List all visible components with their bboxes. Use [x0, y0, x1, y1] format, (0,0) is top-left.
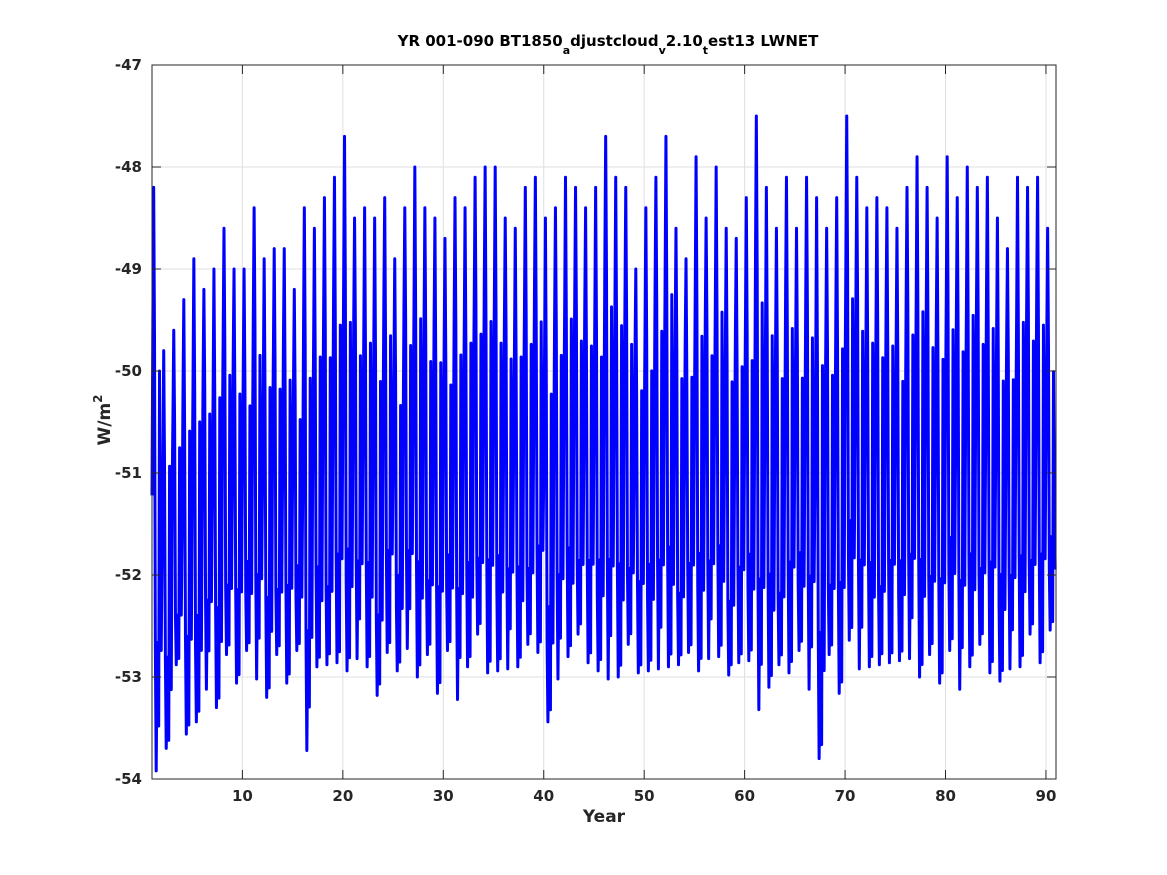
y-tick-label: -54 [115, 770, 142, 788]
x-tick-label: 10 [232, 787, 253, 805]
x-tick-label: 30 [433, 787, 454, 805]
x-axis-label: Year [582, 807, 626, 827]
x-tick-label: 90 [1036, 787, 1057, 805]
x-tick-labels: 10 20 30 40 50 60 70 80 90 [232, 787, 1056, 805]
y-tick-label: -49 [115, 260, 142, 278]
y-tick-label: -52 [115, 566, 142, 584]
y-tick-labels: -54 -53 -52 -51 -50 -49 -48 -47 [115, 56, 142, 788]
x-tick-label: 50 [634, 787, 655, 805]
x-tick-label: 70 [835, 787, 856, 805]
y-tick-label: -47 [115, 56, 142, 74]
chart-title: YR 001-090 BT1850adjustcloudv2.10test13 … [397, 32, 820, 57]
x-tick-label: 40 [533, 787, 554, 805]
y-tick-label: -48 [115, 158, 142, 176]
x-tick-label: 80 [935, 787, 956, 805]
series-line [150, 114, 1057, 773]
x-tick-label: 20 [332, 787, 353, 805]
y-tick-label: -53 [115, 668, 142, 686]
y-axis-label: W/m2 [91, 394, 115, 445]
y-tick-label: -50 [115, 362, 142, 380]
y-tick-label: -51 [115, 464, 142, 482]
x-tick-label: 60 [734, 787, 755, 805]
plot-frame [151, 64, 1057, 780]
data-series [150, 114, 1057, 773]
axis-ticks [152, 64, 1056, 780]
